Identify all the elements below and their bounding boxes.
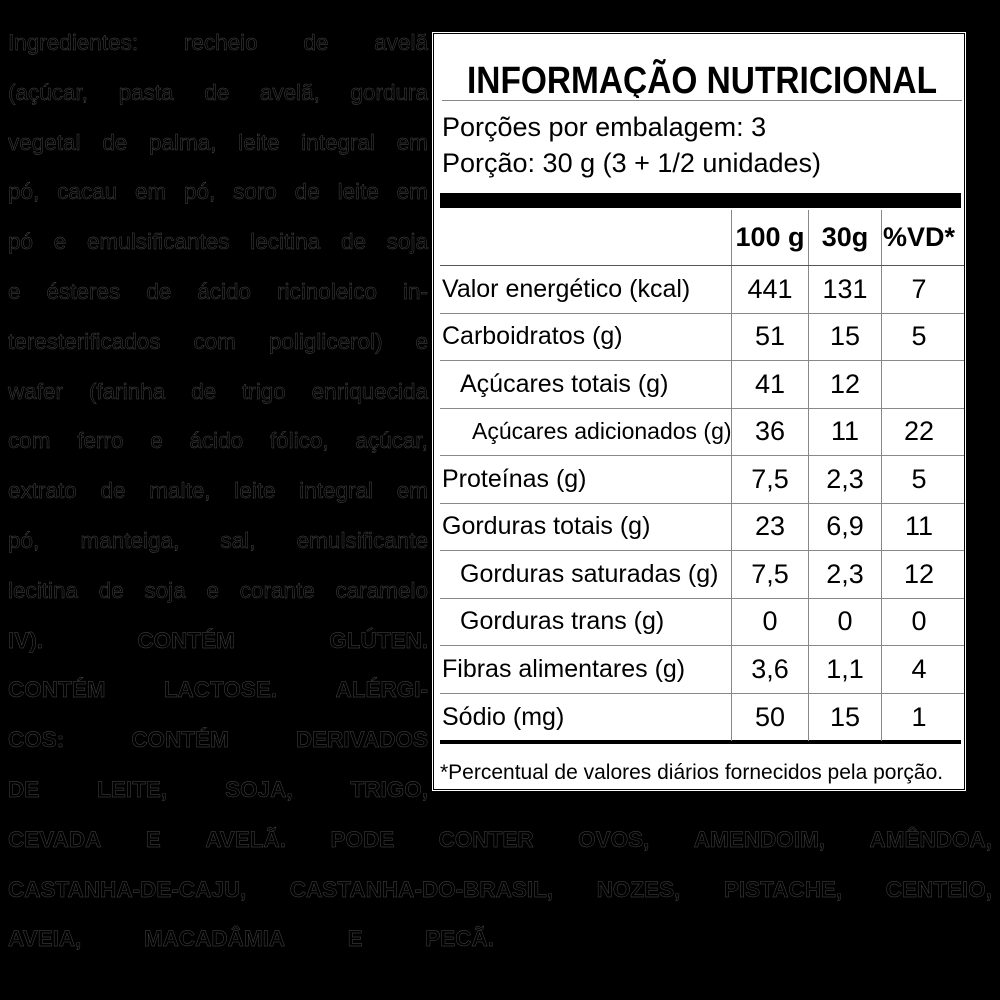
svg-text:INFORMAÇÃO NUTRICIONAL: INFORMAÇÃO NUTRICIONAL xyxy=(467,58,937,98)
